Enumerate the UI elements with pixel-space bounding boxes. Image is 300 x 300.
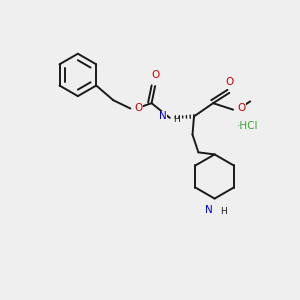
Text: N: N [206, 205, 213, 215]
Text: H: H [173, 115, 180, 124]
Text: O: O [151, 70, 159, 80]
Text: O: O [237, 103, 245, 113]
Text: ·HCl: ·HCl [236, 122, 258, 131]
Text: H: H [220, 207, 226, 216]
Text: O: O [134, 103, 142, 113]
Text: O: O [226, 77, 234, 87]
Text: N: N [159, 111, 167, 122]
